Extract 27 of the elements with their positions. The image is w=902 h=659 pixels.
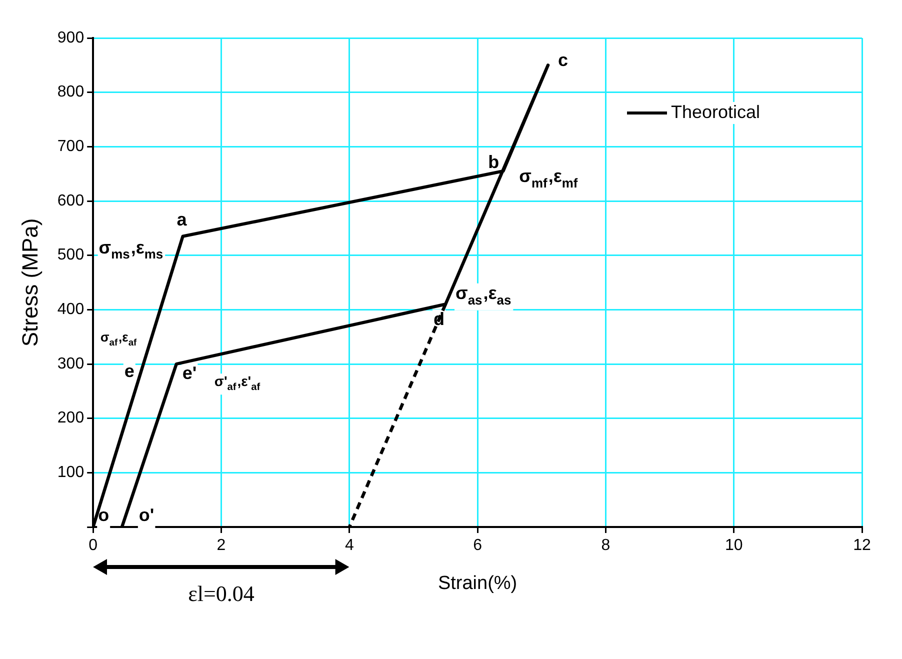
x-tick-label: 2	[216, 537, 226, 554]
annotation: b	[488, 152, 500, 172]
annotation: o'	[138, 504, 154, 525]
y-tick-label: 600	[57, 192, 84, 210]
x-tick-label: 8	[601, 537, 610, 554]
y-tick-label: 300	[57, 355, 84, 372]
x-tick-label: 0	[88, 537, 98, 554]
y-tick-label: 900	[57, 29, 84, 46]
annotation: e	[124, 360, 134, 381]
annotation: e'	[182, 362, 197, 383]
y-tick-label: 800	[57, 84, 84, 101]
y-tick-label: 400	[57, 301, 84, 318]
y-tick-label: 700	[57, 138, 84, 156]
y-tick-label: 200	[57, 410, 84, 427]
annotation: a	[176, 209, 188, 230]
x-tick-label: 6	[473, 537, 482, 554]
y-axis-title: Stress (MPa)	[17, 218, 42, 347]
x-tick-label: 10	[724, 537, 743, 554]
x-tick-label: 12	[853, 537, 871, 554]
x-tick-label: 4	[344, 537, 354, 554]
text: εl=0.04	[188, 580, 254, 606]
annotation: o	[98, 504, 110, 525]
y-tick-label: 100	[57, 464, 84, 482]
y-tick-label: 500	[57, 246, 84, 264]
legend-label: Theorotical	[671, 102, 760, 122]
annotation: c	[558, 50, 568, 70]
x-axis-title: Strain(%)	[438, 572, 518, 594]
